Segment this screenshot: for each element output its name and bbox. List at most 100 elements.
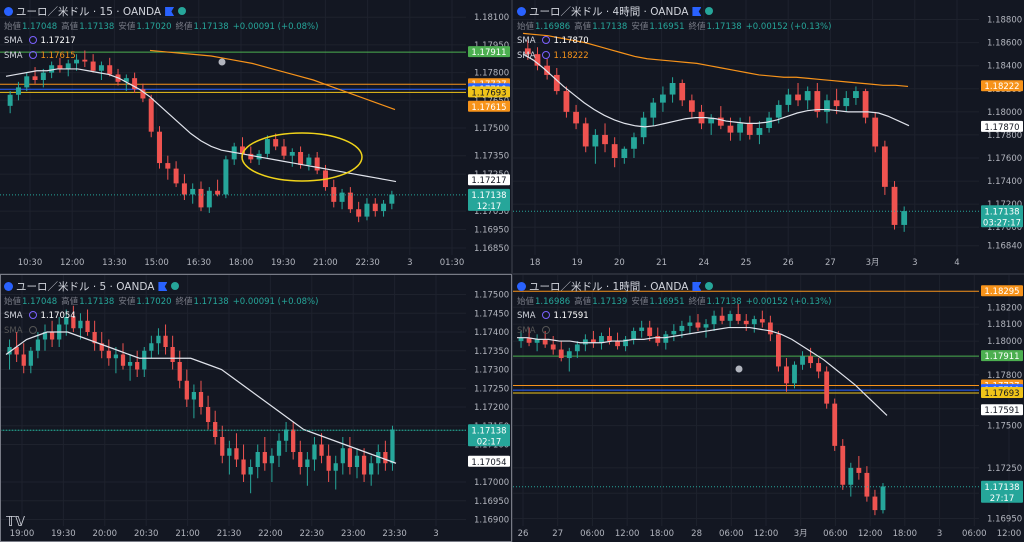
sma-settings-icon[interactable] <box>541 36 550 44</box>
chart-canvas[interactable]: 1.182001.181001.180001.179001.178001.176… <box>513 275 1024 542</box>
sma-settings-icon[interactable] <box>541 51 550 59</box>
candle-body <box>42 332 48 340</box>
candle <box>647 320 653 342</box>
price-axis-label-text: 1.17138 <box>471 191 506 201</box>
y-tick-label: 1.17300 <box>474 366 509 376</box>
sma-settings-icon[interactable] <box>541 326 550 334</box>
candle <box>573 104 579 130</box>
price-axis-label-bg <box>981 205 1023 228</box>
sma-legend-1[interactable]: SMA 1.17870 <box>517 36 589 46</box>
candle <box>28 347 33 374</box>
candle-body <box>737 123 744 133</box>
candle-body <box>157 131 162 164</box>
candle-body <box>544 65 551 75</box>
sma-settings-icon[interactable] <box>28 311 37 319</box>
candle-body <box>542 339 548 345</box>
chart-pane-4h[interactable]: 1.188001.186001.184001.182001.180001.178… <box>513 0 1024 273</box>
candle-body <box>679 83 686 101</box>
sma-settings-icon[interactable] <box>28 326 37 334</box>
sma-legend-1[interactable]: SMA 1.17054 <box>4 311 76 321</box>
candle-body <box>833 100 840 107</box>
countdown-label-text: 27:17 <box>990 494 1015 504</box>
candle-body <box>223 159 229 195</box>
flag-icon[interactable] <box>158 282 168 291</box>
currency-pair-icon <box>517 282 526 291</box>
candle <box>42 324 48 351</box>
candle-body <box>319 444 324 456</box>
candle <box>289 148 295 167</box>
chart-canvas[interactable]: 1.17500 1.17450 1.17400 1.17350 1.17300 1.172… <box>0 275 511 542</box>
pane-divider-horizontal[interactable] <box>0 273 1024 275</box>
candle-body <box>163 335 168 347</box>
candle-body <box>305 459 310 467</box>
candle <box>816 357 822 379</box>
candle <box>599 332 604 350</box>
symbol-header[interactable]: ユーロ／米ドル · 1時間 · OANDA <box>517 279 714 294</box>
candle <box>156 328 161 355</box>
flag-icon[interactable] <box>692 7 702 16</box>
price-axis-label: 1.18295 <box>981 285 1023 297</box>
candle-body <box>808 356 813 364</box>
sma-legend-2[interactable]: SMA <box>517 326 554 336</box>
candle <box>220 425 225 464</box>
candle-body <box>759 319 765 323</box>
candle-body <box>901 211 908 225</box>
candle-body <box>173 168 179 184</box>
x-tick-label: 20:00 <box>93 529 118 539</box>
candle <box>107 57 113 77</box>
candle-body <box>727 314 733 321</box>
candle <box>591 330 596 348</box>
candle <box>655 327 661 347</box>
candle <box>255 444 260 479</box>
sma-legend-2[interactable]: SMA 1.17615 <box>4 51 76 61</box>
candle <box>611 137 618 168</box>
candle <box>314 152 320 175</box>
chart-canvas[interactable]: 1.181001.179501.178001.176501.175001.173… <box>0 0 511 273</box>
x-tick-label: 3 <box>937 529 942 539</box>
candle <box>170 335 175 370</box>
chart-canvas[interactable]: 1.188001.186001.184001.182001.180001.178… <box>513 0 1024 273</box>
candle-body <box>872 117 879 147</box>
price-axis-label: 1.17693 <box>981 386 1023 399</box>
sma-legend-1[interactable]: SMA 1.17217 <box>4 36 76 46</box>
candle <box>679 79 686 107</box>
y-tick-label: 1.17500 <box>474 291 509 301</box>
candle-body <box>190 188 196 195</box>
symbol-header[interactable]: ユーロ／米ドル · 15 · OANDA <box>4 4 187 19</box>
candle <box>727 310 733 328</box>
sma-legend-2[interactable]: SMA <box>4 326 41 336</box>
sma-legend-1[interactable]: SMA 1.17591 <box>517 311 589 321</box>
symbol-header[interactable]: ユーロ／米ドル · 4時間 · OANDA <box>517 4 714 19</box>
candle <box>785 88 792 112</box>
candle <box>840 439 846 490</box>
tradingview-logo[interactable]: 𝕋𝕍 <box>6 515 26 530</box>
flag-icon[interactable] <box>165 7 175 16</box>
candle-body <box>198 188 204 208</box>
candle-body <box>369 463 374 475</box>
x-tick-label: 01:30 <box>440 258 465 268</box>
candle-body <box>558 349 564 358</box>
sma-settings-icon[interactable] <box>28 36 37 44</box>
chart-pane-5min[interactable]: 1.17500 1.17450 1.17400 1.17350 1.17300 1.172… <box>0 275 511 542</box>
y-tick-label: 1.17600 <box>987 154 1022 164</box>
chart-pane-1h[interactable]: 1.182001.181001.180001.179001.178001.176… <box>513 275 1024 542</box>
candle <box>339 188 345 210</box>
pane-divider-vertical[interactable] <box>511 0 513 542</box>
candle <box>872 111 879 153</box>
x-tick-label: 15:00 <box>144 258 169 268</box>
candle <box>563 86 570 118</box>
x-tick-label: 20 <box>614 258 625 268</box>
y-tick-label: 1.18100 <box>474 13 509 23</box>
flag-icon[interactable] <box>692 282 702 291</box>
x-tick-label: 12:00 <box>615 529 640 539</box>
sma-settings-icon[interactable] <box>541 311 550 319</box>
price-axis-label-text: 1.17693 <box>984 389 1019 399</box>
sma-legend-2[interactable]: SMA 1.18222 <box>517 51 589 61</box>
candle-body <box>795 94 801 101</box>
chart-pane-15min[interactable]: 1.181001.179501.178001.176501.175001.173… <box>0 0 511 273</box>
symbol-header[interactable]: ユーロ／米ドル · 5 · OANDA <box>4 279 180 294</box>
symbol-title: ユーロ／米ドル · 5 · OANDA <box>16 281 155 293</box>
candle <box>149 335 154 359</box>
sma-settings-icon[interactable] <box>28 51 37 59</box>
candle <box>711 310 717 331</box>
